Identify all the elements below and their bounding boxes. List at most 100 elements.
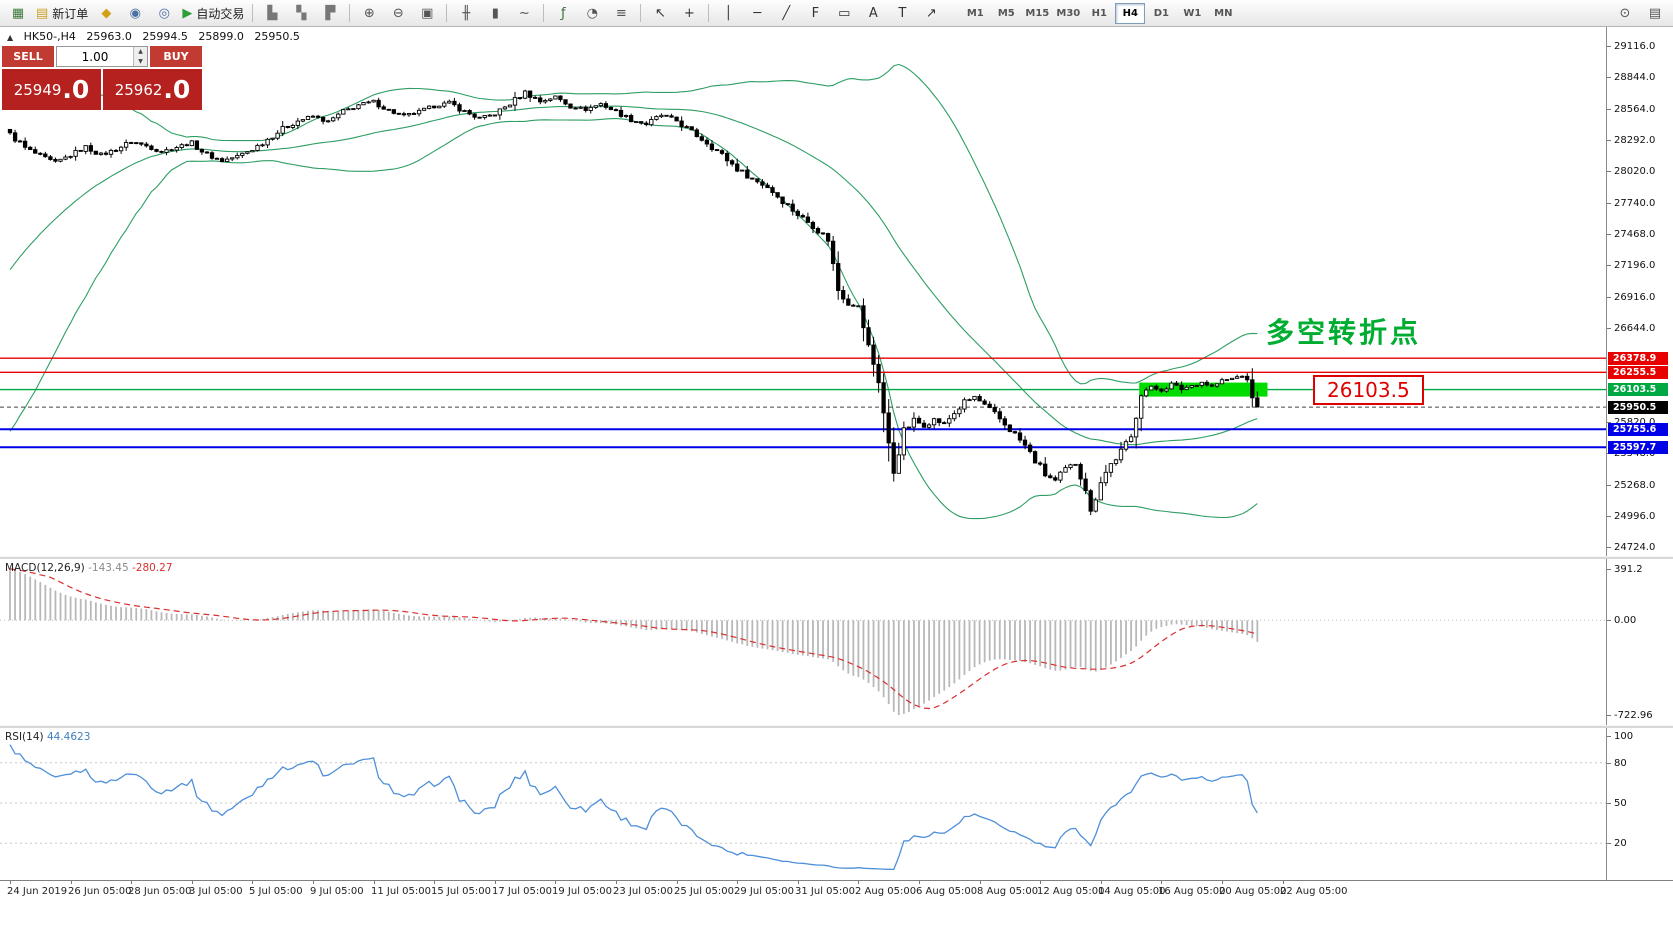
price-axis-tick xyxy=(1607,171,1611,172)
price-chart-canvas xyxy=(0,63,1606,520)
price-axis-label: 26644.0 xyxy=(1614,323,1656,334)
zoom-in-icon[interactable]: ⊕ xyxy=(355,2,383,24)
crosshair-icon: + xyxy=(683,5,695,21)
text-icon: A xyxy=(868,5,878,21)
time-axis-label: 12 Aug 05:00 xyxy=(1037,886,1105,897)
timeframe-M1[interactable]: M1 xyxy=(966,7,984,19)
price-line-badge: 26255.5 xyxy=(1608,366,1668,379)
profile-load-icon[interactable]: ▛ xyxy=(316,2,344,24)
time-axis-tick xyxy=(131,881,132,884)
horizontal-line-icon[interactable]: ─ xyxy=(743,2,771,24)
price-axis-label: 28292.0 xyxy=(1614,135,1656,146)
arrows-icon: ↗ xyxy=(925,5,937,21)
data-window-icon[interactable]: ◉ xyxy=(121,2,149,24)
time-axis-label: 25 Jul 05:00 xyxy=(674,886,734,897)
volume-input[interactable]: 1.00 ▲ ▼ xyxy=(56,46,148,67)
one-click-trading-panel: SELL 1.00 ▲ ▼ BUY 25949 .0 25962 .0 xyxy=(2,46,202,110)
time-axis-tick xyxy=(71,881,72,884)
profile-bars-icon[interactable]: ▙ xyxy=(258,2,286,24)
vertical-line-icon[interactable]: │ xyxy=(714,2,742,24)
time-axis-label: 31 Jul 05:00 xyxy=(795,886,855,897)
buy-button[interactable]: BUY xyxy=(150,46,202,67)
buy-price-frac: .0 xyxy=(163,75,191,104)
macd-panel[interactable]: MACD(12,26,9) -143.45 -280.27 xyxy=(0,559,1606,725)
time-axis-tick xyxy=(434,881,435,884)
timeframe-M5[interactable]: M5 xyxy=(997,7,1015,19)
rsi-axis[interactable]: 100 80 50 20 xyxy=(1606,728,1673,880)
volume-up-icon[interactable]: ▲ xyxy=(134,47,147,57)
new-order-button[interactable]: ▤ 新订单 xyxy=(33,2,91,24)
popup-prices-icon[interactable]: ▤ xyxy=(1648,5,1662,21)
buy-price-display[interactable]: 25962 .0 xyxy=(103,69,202,110)
sell-price-display[interactable]: 25949 .0 xyxy=(2,69,101,110)
price-axis-tick xyxy=(1607,109,1611,110)
time-axis-label: 3 Jul 05:00 xyxy=(189,886,243,897)
profile-save-icon[interactable]: ▚ xyxy=(287,2,315,24)
timeframe-H1[interactable]: H1 xyxy=(1091,7,1107,19)
close-value: 25950.5 xyxy=(254,30,300,43)
rsi-panel[interactable]: RSI(14) 44.4623 xyxy=(0,728,1606,880)
rsi-axis-tick xyxy=(1607,843,1611,844)
arrows-icon[interactable]: ↗ xyxy=(917,2,945,24)
sell-price-frac: .0 xyxy=(62,75,90,104)
collapse-arrow-icon[interactable]: ▲ xyxy=(7,33,14,42)
timeframe-toolbar: M1 M5 M15 M30 H1 H4 D1 W1 MN xyxy=(960,2,1238,24)
macd-axis-tick xyxy=(1607,715,1611,716)
search-icon[interactable]: ⊙ xyxy=(1619,5,1631,21)
autotrading-button[interactable]: ▶ 自动交易 xyxy=(179,2,247,24)
indicators-icon[interactable]: ƒ xyxy=(549,2,577,24)
time-axis-label: 15 Jul 05:00 xyxy=(431,886,491,897)
candlestick-type-icon[interactable]: ▮ xyxy=(481,2,509,24)
crosshair-icon[interactable]: + xyxy=(675,2,703,24)
toolbar-separator xyxy=(543,4,545,22)
macd-axis[interactable]: 391.2 0.00 -722.96 xyxy=(1606,559,1673,725)
toolbar-separator xyxy=(252,4,254,22)
timeframe-D1[interactable]: D1 xyxy=(1153,7,1169,19)
cursor-icon[interactable]: ↖ xyxy=(646,2,674,24)
macd-signal-value: -280.27 xyxy=(131,562,173,574)
time-axis-tick xyxy=(10,881,11,884)
new-chart-icon: ▦ xyxy=(11,5,25,21)
periods-icon[interactable]: ◔ xyxy=(578,2,606,24)
sell-button[interactable]: SELL xyxy=(2,46,54,67)
timeframe-W1[interactable]: W1 xyxy=(1183,7,1202,19)
time-axis-label: 14 Aug 05:00 xyxy=(1098,886,1166,897)
bar-chart-type-icon[interactable]: ╫ xyxy=(452,2,480,24)
bottom-filler xyxy=(0,900,1673,950)
timeframe-MN[interactable]: MN xyxy=(1214,7,1233,19)
rsi-canvas xyxy=(0,744,1606,871)
channel-icon[interactable]: ▭ xyxy=(830,2,858,24)
current-price-badge: 25950.5 xyxy=(1608,401,1668,414)
line-chart-type-icon[interactable]: ~ xyxy=(510,2,538,24)
fibonacci-icon: F xyxy=(811,5,820,21)
time-axis-tick xyxy=(313,881,314,884)
volume-value: 1.00 xyxy=(81,49,109,64)
price-chart-area[interactable]: ▲ HK50-,H4 25963.0 25994.5 25899.0 25950… xyxy=(0,27,1606,556)
price-axis-tick xyxy=(1607,234,1611,235)
fibonacci-icon[interactable]: F xyxy=(801,2,829,24)
new-chart-icon[interactable]: ▦ xyxy=(4,2,32,24)
market-watch-icon[interactable]: ◆ xyxy=(92,2,120,24)
price-level-label: 26103.5 xyxy=(1313,375,1424,405)
zoom-out-icon[interactable]: ⊖ xyxy=(384,2,412,24)
buy-price-main: 25962 xyxy=(114,80,163,99)
time-axis-label: 22 Aug 05:00 xyxy=(1280,886,1348,897)
timeframe-M15[interactable]: M15 xyxy=(1025,7,1050,19)
templates-icon[interactable]: ≡ xyxy=(607,2,635,24)
time-axis-tick xyxy=(555,881,556,884)
navigator-icon[interactable]: ◎ xyxy=(150,2,178,24)
text-icon[interactable]: A xyxy=(859,2,887,24)
low-value: 25899.0 xyxy=(198,30,244,43)
timeframe-H4[interactable]: H4 xyxy=(1115,2,1146,24)
trendline-icon[interactable]: ╱ xyxy=(772,2,800,24)
time-axis[interactable]: 24 Jun 2019 26 Jun 05:00 28 Jun 05:00 3 Jul… xyxy=(0,880,1673,900)
price-axis-label: 24996.0 xyxy=(1614,511,1656,522)
time-axis-label: 2 Aug 05:00 xyxy=(855,886,917,897)
volume-down-icon[interactable]: ▼ xyxy=(134,56,147,66)
time-axis-tick xyxy=(677,881,678,884)
timeframe-M30[interactable]: M30 xyxy=(1056,7,1081,19)
text-label-icon[interactable]: T xyxy=(888,2,916,24)
tile-windows-icon[interactable]: ▣ xyxy=(413,2,441,24)
price-axis[interactable]: 29116.0 28844.0 28564.0 28292.0 28020.0 27740… xyxy=(1606,27,1673,556)
volume-stepper[interactable]: ▲ ▼ xyxy=(133,47,147,66)
